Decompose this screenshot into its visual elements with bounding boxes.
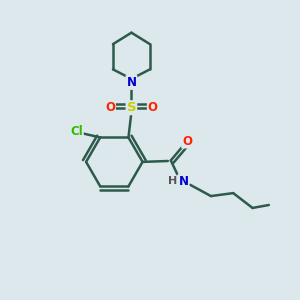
Text: O: O	[182, 135, 192, 148]
Text: N: N	[178, 175, 189, 188]
Text: O: O	[148, 101, 158, 114]
Text: N: N	[126, 76, 136, 89]
Text: H: H	[168, 176, 178, 186]
Text: O: O	[105, 101, 115, 114]
Text: Cl: Cl	[70, 125, 83, 138]
Text: S: S	[127, 101, 136, 114]
